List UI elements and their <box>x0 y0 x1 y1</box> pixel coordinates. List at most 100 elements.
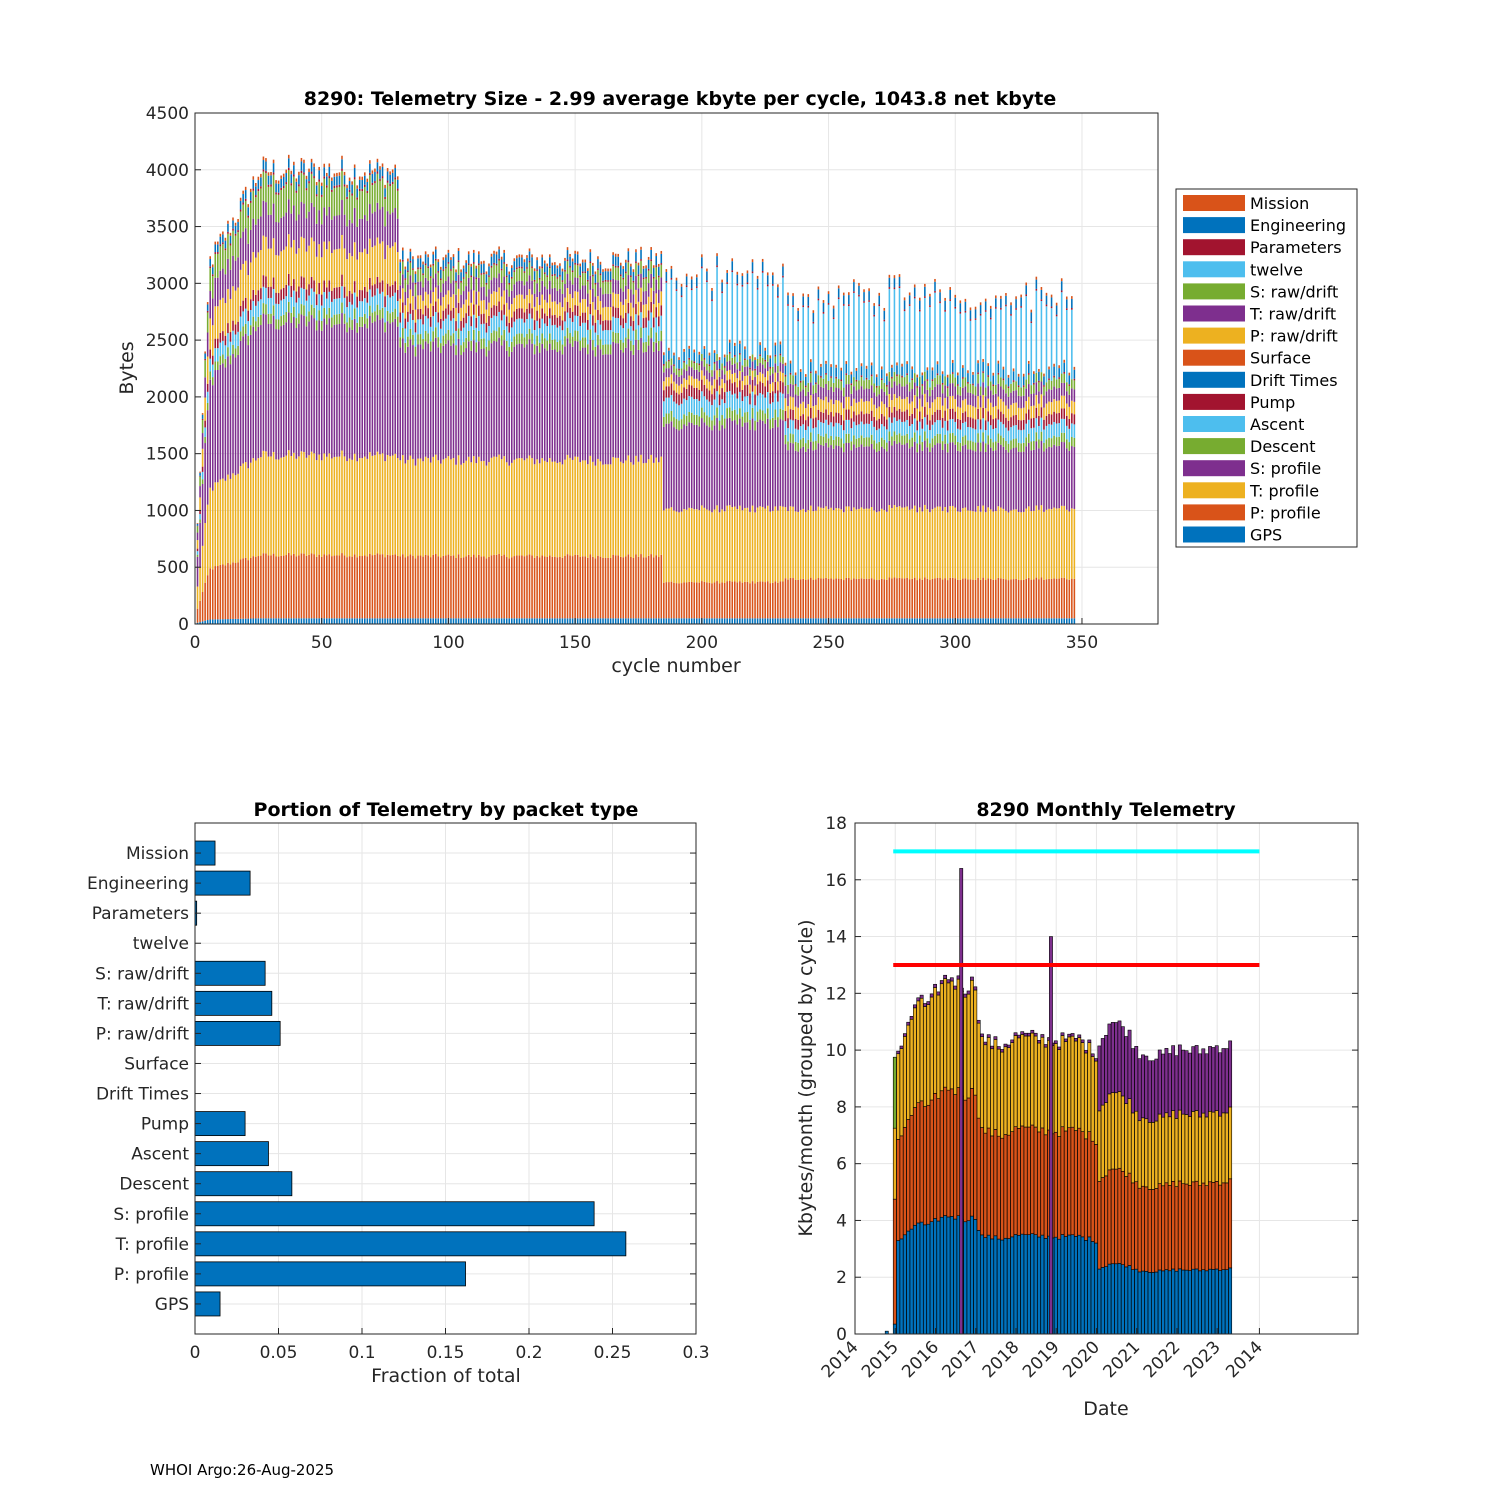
chart1-bar-segment <box>422 324 424 339</box>
chart1-bar-segment <box>229 341 232 356</box>
chart1-bar-segment <box>934 422 936 436</box>
chart1-bar-segment <box>908 295 911 305</box>
chart1-bar-segment <box>480 461 483 557</box>
chart1-bar-segment <box>318 310 320 321</box>
chart1-bar-segment <box>688 366 690 376</box>
chart1-bar-segment <box>797 419 799 430</box>
chart1-cycle-bar <box>784 362 787 624</box>
chart1-bar-segment <box>457 274 460 289</box>
chart1-bar-segment <box>812 418 815 429</box>
chart1-bar-segment <box>779 353 782 356</box>
chart1-bar-segment <box>376 173 379 203</box>
chart1-bar-segment <box>911 378 913 380</box>
chart1-bar-segment <box>635 252 637 262</box>
chart1-bar-segment <box>688 396 690 412</box>
chart1-bar-segment <box>1071 436 1073 447</box>
chart1-bar-segment <box>229 243 232 246</box>
chart1-bar-segment <box>931 379 934 381</box>
chart1-bar-segment <box>232 618 234 624</box>
chart1-bar-segment <box>964 312 967 378</box>
chart1-bar-segment <box>713 363 716 371</box>
chart1-bar-segment <box>939 434 941 444</box>
chart1-bar-segment <box>835 387 837 401</box>
chart1-bar-segment <box>275 192 277 195</box>
chart1-bar-segment <box>222 244 224 269</box>
chart1-bar-segment <box>997 577 1000 619</box>
chart1-bar-segment <box>759 381 761 393</box>
chart1-bar-segment <box>376 315 379 452</box>
chart1-bar-segment <box>457 328 460 339</box>
chart1-bar-segment <box>564 618 566 624</box>
chart1-cycle-bar <box>369 160 371 624</box>
chart1-bar-segment <box>815 392 817 406</box>
chart1-bar-segment <box>896 374 898 377</box>
chart1-bar-segment <box>868 291 870 301</box>
chart1-bar-segment <box>797 442 799 452</box>
chart1-bar-segment <box>746 396 749 413</box>
chart1-bar-segment <box>916 408 919 421</box>
chart1-bar-segment <box>556 342 559 353</box>
chart1-bar-segment <box>384 307 386 323</box>
chart1-bar-segment <box>929 408 931 421</box>
chart1-bar-segment <box>609 464 612 558</box>
chart1-cycle-bar <box>772 272 774 624</box>
chart1-bar-segment <box>348 253 351 291</box>
chart1-bar-segment <box>457 260 460 263</box>
chart1-bar-segment <box>678 512 680 584</box>
chart1-bar-segment <box>625 460 627 557</box>
chart1-bar-segment <box>612 457 614 555</box>
chart1-bar-segment <box>531 294 533 309</box>
chart1-bar-segment <box>391 322 394 456</box>
chart1-bar-segment <box>211 355 214 365</box>
chart1-bar-segment <box>650 327 652 339</box>
chart1-bar-segment <box>536 320 538 336</box>
chart1-bar-segment <box>807 448 810 511</box>
chart1-bar-segment <box>364 175 366 185</box>
chart1-bar-segment <box>381 241 384 281</box>
chart1-cycle-bar <box>637 262 640 624</box>
chart1-bar-segment <box>609 344 612 355</box>
chart1-bar-segment <box>726 354 728 362</box>
chart1-bar-segment <box>538 305 541 319</box>
chart1-bar-segment <box>716 391 718 408</box>
chart1-bar-segment <box>678 430 680 513</box>
chart1-bar-segment <box>734 409 736 421</box>
chart1-bar-segment <box>1005 293 1007 296</box>
chart1-bar-segment <box>619 339 622 350</box>
chart1-bar-segment <box>255 224 257 258</box>
chart1-bar-segment <box>657 302 660 317</box>
chart1-bar-segment <box>926 447 929 510</box>
chart1-bar-segment <box>440 280 442 293</box>
chart1-bar-segment <box>731 581 734 619</box>
chart1-bar-segment <box>490 618 493 624</box>
chart1-bar-segment <box>835 412 837 423</box>
chart1-bar-segment <box>995 308 997 385</box>
chart1-bar-segment <box>951 577 954 619</box>
chart1-bar-segment <box>287 552 290 619</box>
chart1-bar-segment <box>488 263 490 267</box>
chart1-bar-segment <box>739 370 741 381</box>
chart1-bar-segment <box>513 297 516 312</box>
chart1-bar-segment <box>931 402 934 415</box>
chart1-bar-segment <box>467 254 470 264</box>
chart1-cycle-bar <box>619 262 622 624</box>
chart1-bar-segment <box>934 281 936 291</box>
chart1-bar-segment <box>782 581 784 619</box>
chart1-bar-segment <box>300 314 303 452</box>
chart1-bar-segment <box>1017 442 1020 452</box>
chart1-bar-segment <box>594 271 597 275</box>
chart1-bar-segment <box>285 284 288 297</box>
chart1-bar-segment <box>462 352 465 463</box>
chart1-bar-segment <box>673 618 675 624</box>
chart1-bar-segment <box>660 264 663 278</box>
chart1-bar-segment <box>452 307 455 319</box>
chart1-bar-segment <box>908 382 911 392</box>
chart1-bar-segment <box>196 522 199 524</box>
chart1-bar-segment <box>432 341 435 457</box>
chart1-bar-segment <box>338 248 341 287</box>
chart1-bar-segment <box>858 618 860 624</box>
chart1-bar-segment <box>802 508 804 579</box>
chart1-bar-segment <box>1043 419 1045 430</box>
chart1-bar-segment <box>665 280 668 283</box>
chart1-bar-segment <box>257 290 260 302</box>
